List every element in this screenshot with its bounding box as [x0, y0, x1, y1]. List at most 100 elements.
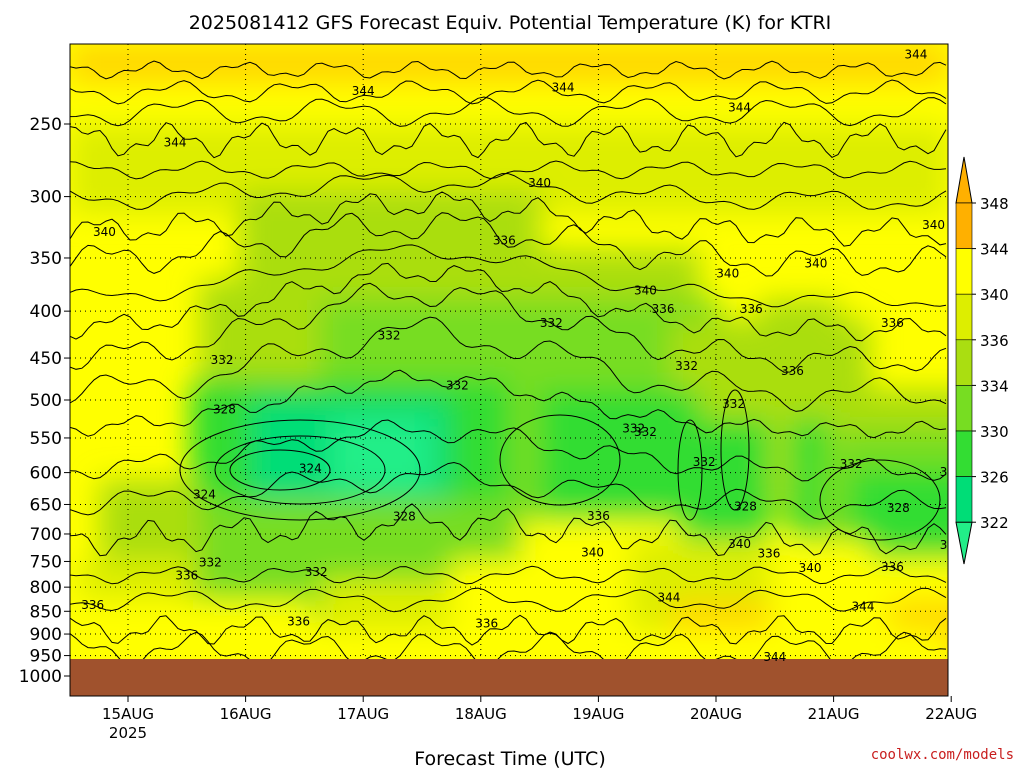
contour-label: 332 [634, 425, 657, 439]
x-axis-ticks: 15AUG 16AUG 17AUG 18AUG 19AUG 20AUG 21AUG 22AUG [102, 696, 977, 723]
colorbar-label: 340 [980, 286, 1009, 304]
x-tick-label: 16AUG [220, 705, 272, 723]
contour-label: 336 [652, 302, 675, 316]
contour-label: 340 [922, 218, 945, 232]
chart-title: 2025081412 GFS Forecast Equiv. Potential… [189, 12, 832, 34]
colorbar-segment [955, 339, 973, 386]
plot-frame [69, 43, 949, 697]
contour-label: 328 [887, 501, 910, 515]
colorbar-segment [955, 430, 973, 477]
y-axis-ticks: 250 300 350 400 450 500 550 600 650 700 750 800 850 9… [19, 115, 70, 687]
contour-label: 328 [213, 402, 236, 416]
contour-label: 344 [658, 590, 681, 604]
ground-below-surface [70, 659, 948, 696]
contour-line [70, 282, 947, 373]
contour-label: 340 [93, 225, 116, 239]
colorbar-bottom-arrow [955, 521, 973, 565]
colorbar-segment [955, 385, 973, 432]
contour-line [70, 565, 947, 585]
contour-line [70, 614, 947, 646]
y-tick-label: 1000 [19, 667, 62, 687]
contour-label: 332 [540, 316, 563, 330]
contour-label: 328 [734, 499, 757, 513]
y-tick-label: 650 [30, 495, 62, 515]
y-tick-label: 800 [30, 578, 62, 598]
contour-line [70, 244, 947, 308]
colorbar-segment [955, 202, 973, 249]
contour-line [70, 587, 947, 613]
colorbar-top-arrow [955, 156, 973, 204]
contour-label: 336 [781, 364, 804, 378]
grid-lines [70, 44, 948, 696]
contour-label: 332 [722, 397, 745, 411]
y-tick-label: 400 [30, 302, 62, 322]
field-patch [70, 630, 948, 660]
contour-label: 336 [740, 302, 763, 316]
contour-label: 344 [352, 84, 375, 98]
y-tick-label: 900 [30, 625, 62, 645]
contour-line [70, 369, 947, 439]
contour-line [70, 503, 947, 557]
contour-label: 336 [475, 616, 498, 630]
contour-label: 336 [757, 546, 780, 560]
contour-line [70, 316, 947, 412]
contour-label: 332 [675, 359, 698, 373]
y-tick-label: 500 [30, 391, 62, 411]
y-tick-label: 750 [30, 552, 62, 572]
x-axis-label: Forecast Time (UTC) [414, 748, 605, 768]
x-tick-label: 22AUG [925, 705, 977, 723]
contour-line [70, 79, 947, 105]
field-patch [850, 470, 948, 550]
contour-label: 336 [175, 569, 198, 583]
contour-label: 332 [199, 556, 222, 570]
contour-label: 332 [693, 455, 716, 469]
colorbar-label: 344 [980, 241, 1009, 259]
colorbar-segment [955, 476, 973, 523]
contour-label: 324 [299, 462, 322, 476]
y-tick-label: 850 [30, 602, 62, 622]
contour-label: 344 [552, 80, 575, 94]
contour-label: 340 [634, 284, 657, 298]
y-tick-label: 550 [30, 429, 62, 449]
contour-line [70, 121, 947, 159]
colorbar-segment [955, 248, 973, 295]
contour-label: 332 [446, 378, 469, 392]
contour-label: 332 [378, 328, 401, 342]
colorbar-label: 326 [980, 469, 1009, 487]
credit-link[interactable]: coolwx.com/models [871, 747, 1014, 763]
contour-label: 332 [211, 353, 234, 367]
contour-loop [229, 449, 331, 491]
y-tick-label: 700 [30, 525, 62, 545]
colorbar-label: 330 [980, 423, 1009, 441]
contour-line [70, 461, 947, 520]
contour-line [70, 96, 947, 127]
colorbar-segment [955, 293, 973, 341]
x-tick-label: 20AUG [690, 705, 742, 723]
y-tick-label: 300 [30, 188, 62, 208]
contour-loop [499, 414, 621, 506]
contour-line [70, 172, 947, 210]
contour-label: 336 [493, 234, 516, 248]
contour-label: 340 [716, 267, 739, 281]
colorbar-label: 334 [980, 377, 1009, 395]
x-tick-label: 19AUG [572, 705, 624, 723]
contour-label: 344 [852, 600, 875, 614]
x-tick-label: 18AUG [455, 705, 507, 723]
contour-label: 336 [881, 560, 904, 574]
contour-label: 332 [305, 565, 328, 579]
colorbar-label: 348 [980, 195, 1009, 213]
contour-line [70, 191, 947, 247]
y-tick-label: 350 [30, 249, 62, 269]
contour-line [70, 160, 947, 180]
contour-line [70, 60, 947, 80]
x-tick-label: 21AUG [808, 705, 860, 723]
contour-label: 344 [904, 48, 927, 62]
contour-label: 332 [840, 457, 863, 471]
contour-loop [677, 419, 703, 521]
y-tick-label: 450 [30, 349, 62, 369]
x-tick-label: 15AUG [102, 705, 154, 723]
contour-label: 336 [287, 614, 310, 628]
contour-loop [720, 389, 750, 511]
